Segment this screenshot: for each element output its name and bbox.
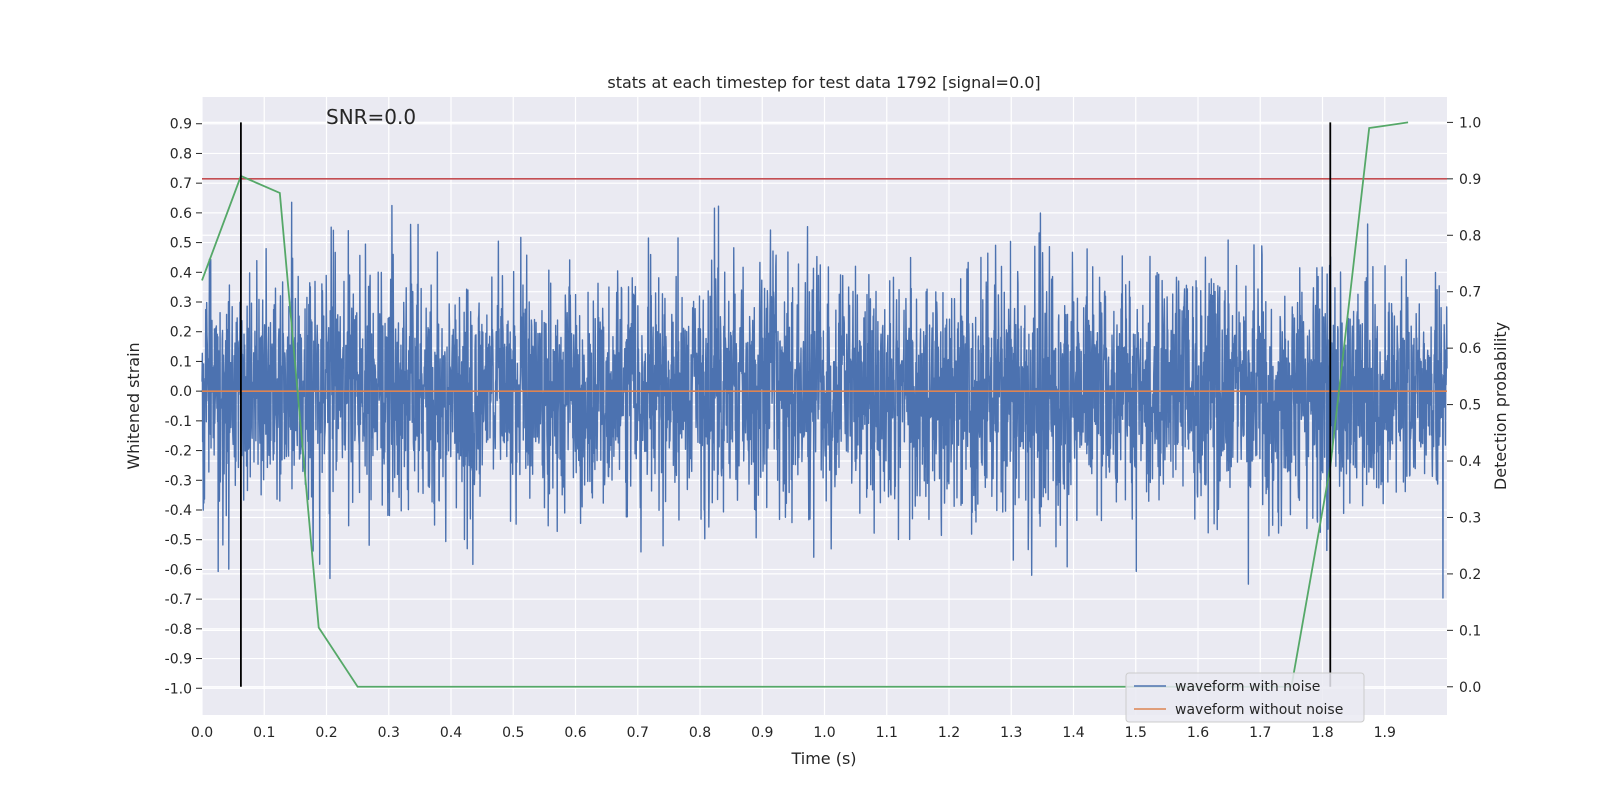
y-tick-label: 0.3 [170,295,192,311]
x-tick-label: 0.6 [564,725,586,741]
x-tick-label: 0.8 [689,725,711,741]
y-tick-label: 0.6 [170,206,192,222]
x-tick-label: 1.0 [813,725,835,741]
x-tick-label: 0.0 [191,725,213,741]
y-tick-label: -0.1 [165,414,192,430]
x-tick-label: 0.1 [253,725,275,741]
y-tick-label: -0.7 [165,592,192,608]
y-tick-label: -0.9 [165,652,192,668]
y2-tick-label: 0.3 [1459,510,1481,526]
x-tick-label: 0.9 [751,725,773,741]
y2-axis-label: Detection probability [1491,322,1510,490]
y-tick-label: -0.3 [165,473,192,489]
y-tick-label: -0.6 [165,562,192,578]
x-tick-label: 1.7 [1249,725,1271,741]
y-tick-label: 0.4 [170,265,192,281]
y-tick-label: 0.7 [170,176,192,192]
y-tick-label: 0.0 [170,384,192,400]
series-detection-probability [201,121,1409,688]
x-tick-label: 1.5 [1125,725,1147,741]
y-tick-label: -0.4 [165,503,192,519]
y-axis-label: Whitened strain [124,342,143,469]
x-tick-label: 0.3 [378,725,400,741]
legend-label-noise: waveform with noise [1175,679,1320,695]
x-axis-label: Time (s) [790,749,856,768]
legend-label-clean: waveform without noise [1175,702,1343,718]
y-tick-label: -0.8 [165,622,192,638]
x-tick-label: 1.6 [1187,725,1209,741]
series-layer [201,121,1448,688]
y2-tick-label: 0.1 [1459,623,1481,639]
y2-tick-label: 0.8 [1459,228,1481,244]
y-tick-label: 0.2 [170,325,192,341]
y2-tick-label: 0.4 [1459,454,1481,470]
y-tick-label: -0.5 [165,533,192,549]
y2-tick-label: 0.6 [1459,341,1481,357]
y-tick-label: -0.2 [165,444,192,460]
x-tick-label: 0.7 [627,725,649,741]
y-tick-label: 0.8 [170,146,192,162]
legend: waveform with noise waveform without noi… [1125,672,1365,723]
x-tick-label: 0.5 [502,725,524,741]
x-tick-label: 1.4 [1062,725,1084,741]
y2-tick-label: 0.0 [1459,680,1481,696]
x-tick-label: 0.4 [440,725,462,741]
x-tick-label: 1.8 [1311,725,1333,741]
chart-title: stats at each timestep for test data 179… [607,73,1040,92]
snr-annotation: SNR=0.0 [326,105,416,129]
x-tick-label: 1.9 [1374,725,1396,741]
y2-tick-label: 0.9 [1459,172,1481,188]
legend-box [1125,672,1365,723]
y-tick-label: 0.9 [170,117,192,133]
y-tick-label: 0.1 [170,354,192,370]
x-axis-ticks: 0.0 0.1 0.2 0.3 0.4 0.5 0.6 0.7 0.8 0.9 1.0 1.1 1.2 1… [191,725,1396,741]
y2-tick-label: 1.0 [1459,115,1481,131]
y2-tick-label: 0.2 [1459,567,1481,583]
x-tick-label: 0.2 [315,725,337,741]
y-tick-label: -1.0 [165,681,192,697]
series-waveform-with-noise [201,201,1448,599]
x-tick-label: 1.1 [876,725,898,741]
y2-axis-ticks: 0.0 0.1 0.2 0.3 0.4 0.5 0.6 0.7 0.8 0.9 1.0 [1447,115,1481,696]
y2-tick-label: 0.5 [1459,398,1481,414]
y-tick-label: 0.5 [170,236,192,252]
y-axis-ticks: -1.0 -0.9 -0.8 -0.7 -0.6 -0.5 -0.4 -0.3 -0.2 -0.1… [165,117,202,697]
y2-tick-label: 0.7 [1459,285,1481,301]
x-tick-label: 1.2 [938,725,960,741]
x-tick-label: 1.3 [1000,725,1022,741]
